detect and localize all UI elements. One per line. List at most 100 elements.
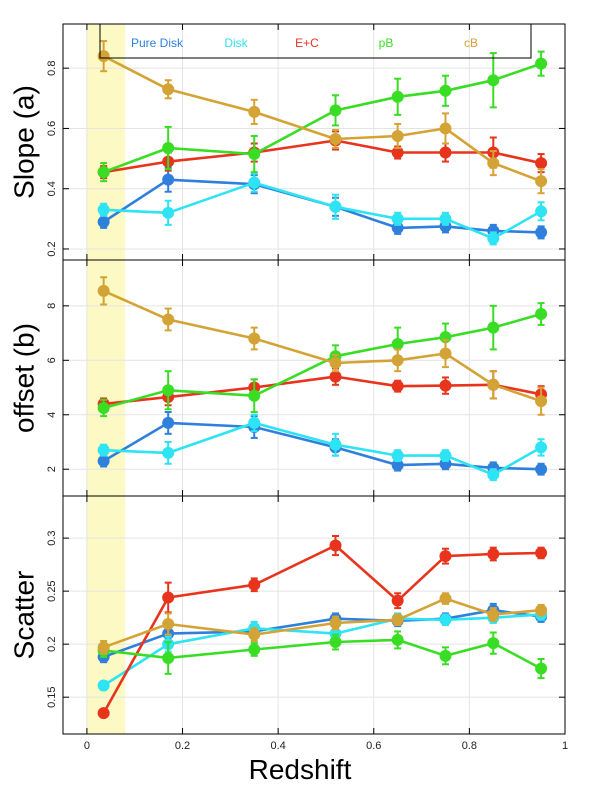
data-point-offset-3-4 (391, 337, 404, 350)
data-point-slope-2-5 (439, 146, 452, 159)
data-point-scatter-2-1 (162, 591, 175, 604)
data-point-slope-1-4 (391, 212, 404, 225)
y-tick-label-offset-3: 8 (46, 303, 58, 309)
data-point-scatter-4-0 (97, 641, 110, 654)
y-axis-label-offset: offset (b) (8, 323, 39, 433)
series-scatter-cb (97, 592, 548, 655)
data-point-slope-3-0 (97, 166, 110, 179)
data-point-offset-0-4 (391, 459, 404, 472)
series-line-slope-3 (103, 62, 542, 174)
y-tick-label-slope-2: 0.6 (46, 121, 58, 136)
data-point-scatter-4-2 (248, 628, 261, 641)
legend-entry-disk: Disk (224, 36, 248, 50)
data-point-scatter-4-1 (162, 618, 175, 631)
data-point-slope-0-0 (97, 215, 110, 228)
data-point-slope-4-5 (439, 122, 452, 135)
data-point-slope-1-1 (162, 206, 175, 219)
data-point-slope-3-2 (248, 148, 261, 161)
series-slope-pb (97, 50, 548, 183)
axis-labels: Slope (a) offset (b) Scatter Redshift (8, 85, 351, 785)
data-point-offset-1-6 (487, 468, 500, 481)
data-point-offset-4-1 (162, 313, 175, 326)
y-tick-label-scatter-1: 0.2 (46, 637, 58, 652)
series-line-slope-0 (102, 178, 542, 234)
y-tick-label-offset-1: 4 (46, 412, 58, 418)
data-point-scatter-4-5 (439, 592, 452, 605)
y-tick-label-offset-0: 2 (46, 466, 58, 472)
legend-box (99, 23, 532, 59)
data-point-scatter-2-4 (391, 594, 404, 607)
axis-ticks: 0.2 0.4 0.6 0.8 2 4 6 8 0.15 0.2 0.25 0.3 0 0.2 0.4 0.6… (46, 24, 568, 752)
data-point-scatter-4-4 (391, 613, 404, 626)
data-point-offset-1-7 (535, 441, 548, 454)
data-point-slope-4-7 (535, 175, 548, 188)
data-point-slope-1-6 (487, 232, 500, 245)
data-point-scatter-4-3 (329, 616, 342, 629)
x-tick-label-4: 0.8 (462, 740, 477, 752)
legend-entry-pb: pB (379, 36, 394, 50)
data-point-offset-1-2 (248, 416, 261, 429)
data-point-offset-2-5 (439, 379, 452, 392)
series-line-slope-2 (103, 139, 542, 174)
y-tick-label-scatter-2: 0.25 (46, 580, 58, 601)
data-point-slope-4-2 (248, 105, 261, 118)
legend-entry-pure-disk: Pure Disk (131, 36, 184, 50)
data-point-slope-4-0 (97, 50, 110, 63)
data-point-offset-0-7 (535, 463, 548, 476)
series-offset-pb (97, 302, 548, 418)
data-point-scatter-3-4 (391, 633, 404, 646)
data-point-offset-4-4 (391, 354, 404, 367)
data-point-slope-1-2 (248, 176, 261, 189)
x-tick-label-0: 0 (84, 740, 90, 752)
data-point-offset-4-2 (248, 332, 261, 345)
series-line-slope-4 (103, 54, 542, 183)
series-offset-disk (97, 413, 548, 482)
data-point-scatter-3-7 (535, 662, 548, 675)
data-point-scatter-1-0 (97, 679, 110, 692)
y-tick-label-slope-0: 0.2 (46, 241, 58, 256)
series-line-offset-4 (103, 289, 542, 403)
x-tick-label-3: 0.6 (366, 740, 381, 752)
data-point-offset-4-3 (329, 357, 342, 370)
series-line-scatter-3 (103, 638, 542, 670)
legend-entry-e-c: E+C (295, 36, 319, 50)
data-point-slope-3-1 (162, 142, 175, 155)
data-point-offset-0-1 (162, 416, 175, 429)
series-line-offset-3 (103, 312, 542, 410)
data-point-slope-3-4 (391, 90, 404, 103)
data-point-slope-3-3 (329, 104, 342, 117)
data-point-slope-1-0 (97, 203, 110, 216)
data-point-offset-3-2 (248, 389, 261, 402)
series-line-offset-1 (103, 421, 542, 477)
series-line-offset-2 (103, 375, 542, 406)
data-point-offset-1-4 (391, 449, 404, 462)
data-point-scatter-2-5 (439, 550, 452, 563)
data-point-scatter-1-5 (439, 613, 452, 626)
data-point-offset-2-3 (329, 370, 342, 383)
data-point-scatter-4-6 (487, 608, 500, 621)
data-point-offset-1-0 (97, 444, 110, 457)
data-point-slope-3-7 (535, 57, 548, 70)
data-point-offset-2-4 (391, 380, 404, 393)
data-point-scatter-3-6 (487, 637, 500, 650)
data-point-offset-0-0 (97, 455, 110, 468)
data-point-scatter-2-0 (97, 707, 110, 720)
data-point-offset-1-5 (439, 449, 452, 462)
data-point-scatter-3-1 (162, 651, 175, 664)
series-line-scatter-1 (102, 613, 542, 687)
data-point-scatter-3-2 (248, 643, 261, 656)
series-slope-disk (97, 172, 548, 246)
series-offset-cb (97, 276, 548, 416)
data-point-offset-1-3 (329, 438, 342, 451)
data-point-slope-4-6 (487, 157, 500, 170)
data-point-scatter-4-7 (535, 604, 548, 617)
y-tick-label-slope-3: 0.8 (46, 61, 58, 76)
data-point-offset-4-0 (97, 284, 110, 297)
series-line-scatter-4 (103, 597, 542, 649)
y-tick-label-offset-2: 6 (46, 357, 58, 363)
y-tick-label-scatter-0: 0.15 (46, 686, 58, 707)
y-axis-label-slope: Slope (a) (8, 85, 39, 199)
data-point-offset-3-1 (162, 384, 175, 397)
data-point-scatter-2-7 (535, 546, 548, 559)
